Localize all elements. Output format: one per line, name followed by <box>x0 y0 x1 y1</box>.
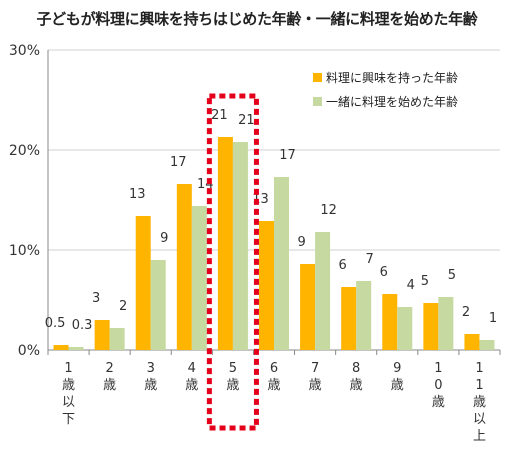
data-label: 9 <box>160 231 168 246</box>
bar <box>315 232 331 350</box>
data-label: 12 <box>320 203 337 218</box>
legend-swatch <box>313 73 322 82</box>
data-label: 17 <box>170 155 187 170</box>
data-label: 13 <box>129 187 146 202</box>
bar <box>423 303 439 350</box>
data-label: 5 <box>448 268 456 283</box>
data-label: 2 <box>462 305 470 320</box>
y-tick-label: 10% <box>9 243 40 259</box>
bar <box>300 264 316 350</box>
legend-swatch <box>313 97 322 106</box>
legend-label: 一緒に料理を始めた年齢 <box>326 94 458 109</box>
data-label: 5 <box>421 274 429 289</box>
highlight-box <box>206 93 259 431</box>
chart-title: 子どもが料理に興味を持ちはじめた年齢・一緒に料理を始めた年齢 <box>36 10 478 28</box>
x-tick-label: 1 歳以下 <box>62 361 75 427</box>
data-label: 6 <box>339 258 347 273</box>
bar <box>53 345 69 350</box>
bar <box>397 307 413 350</box>
bar <box>68 347 84 350</box>
bar <box>109 328 125 350</box>
x-tick-label: 1 1 歳以上 <box>473 361 486 444</box>
bar <box>232 142 248 350</box>
bar <box>464 334 480 350</box>
data-label: 0.5 <box>45 316 66 331</box>
bar <box>176 184 192 350</box>
data-label: 4 <box>407 278 415 293</box>
data-label: 1 <box>489 311 497 326</box>
bar <box>94 320 110 350</box>
bar <box>341 287 357 350</box>
y-tick-label: 20% <box>9 143 40 159</box>
data-label: 7 <box>366 252 374 267</box>
bar <box>356 281 372 350</box>
y-tick-label: 0% <box>18 343 40 359</box>
data-label: 2 <box>119 299 127 314</box>
data-label: 6 <box>380 265 388 280</box>
data-label: 0.3 <box>72 318 93 333</box>
data-label: 21 <box>238 113 255 128</box>
y-tick-label: 30% <box>9 43 40 59</box>
bar <box>135 216 151 350</box>
bar <box>191 206 207 350</box>
data-label: 17 <box>279 148 296 163</box>
data-label: 9 <box>297 235 305 250</box>
data-label: 3 <box>92 291 100 306</box>
data-label: 21 <box>211 108 228 123</box>
bar <box>479 340 495 350</box>
legend-label: 料理に興味を持った年齢 <box>326 70 458 85</box>
bar <box>217 137 233 350</box>
bar <box>382 294 398 350</box>
bar <box>150 260 166 350</box>
bar <box>274 177 289 350</box>
bar <box>438 297 454 350</box>
bar <box>259 221 274 350</box>
